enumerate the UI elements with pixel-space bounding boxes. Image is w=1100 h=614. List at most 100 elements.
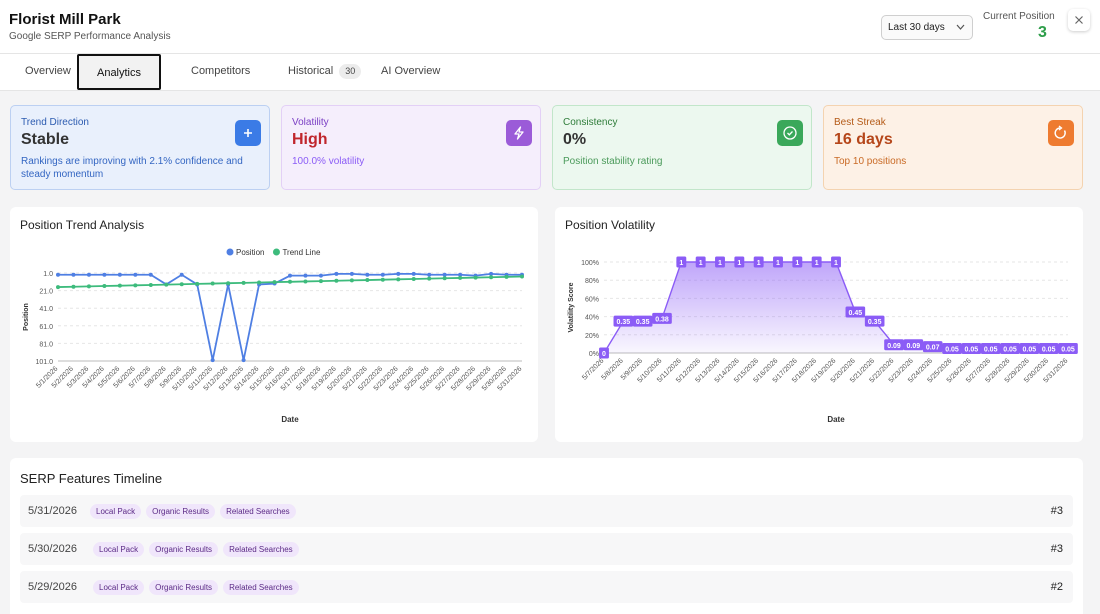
feature-chip: Local Pack [93, 542, 145, 557]
data-point [257, 280, 262, 285]
data-point [102, 272, 107, 277]
data-point [411, 276, 416, 281]
data-point [396, 277, 401, 282]
card-label: Volatility [292, 117, 329, 128]
data-point [272, 280, 277, 285]
data-point [613, 315, 634, 327]
data-point [241, 358, 246, 363]
data-point [942, 342, 962, 354]
tab[interactable]: Overview [25, 65, 71, 77]
card-value: Stable [21, 131, 70, 148]
data-label: 1 [815, 260, 819, 267]
current-position-value: 3 [1038, 24, 1047, 41]
card-value: High [292, 131, 328, 148]
data-point [86, 284, 91, 289]
data-point [318, 273, 323, 278]
data-label: 0.35 [617, 319, 631, 326]
chart-title: Position Volatility [565, 218, 655, 232]
card-note: Position stability rating [563, 156, 663, 167]
current-position-label: Current Position [983, 11, 1055, 22]
data-point [1000, 342, 1020, 354]
tab-bar: Overview Analytics Competitors Historica… [0, 54, 1100, 91]
data-point [303, 279, 308, 284]
data-point [489, 275, 494, 280]
card-label: Consistency [563, 117, 618, 128]
data-point [753, 256, 764, 268]
card-icon [506, 120, 532, 146]
data-label: 1 [757, 260, 761, 267]
y-tick-label: 80% [585, 278, 599, 285]
data-point [117, 283, 122, 288]
data-point [210, 358, 215, 363]
legend-marker [226, 248, 234, 256]
area [604, 262, 1068, 353]
legend-label: Position [236, 248, 264, 257]
header: Florist Mill Park Google SERP Performanc… [0, 0, 1100, 54]
serp-row: 5/29/2026 Local Pack Organic Results Relat… [20, 571, 1073, 603]
data-point [148, 272, 153, 277]
tab-active[interactable]: Analytics [77, 54, 161, 90]
data-point [458, 275, 463, 280]
data-point [148, 282, 153, 287]
data-point [458, 272, 463, 277]
date-range-select[interactable]: Last 30 days [881, 15, 973, 40]
feature-chip: Local Pack [93, 580, 145, 595]
legend-marker [272, 248, 280, 256]
data-point [1019, 342, 1040, 354]
data-point [1058, 342, 1078, 354]
y-tick-label: 40% [585, 315, 599, 322]
tab-label: Historical [288, 65, 334, 77]
tab[interactable]: Historical 30 [288, 54, 362, 90]
close-icon [1075, 16, 1083, 24]
data-point [845, 306, 866, 318]
data-point [349, 278, 354, 283]
data-point [365, 272, 370, 277]
data-point [427, 272, 432, 277]
data-point [773, 256, 783, 268]
data-label: 1 [737, 260, 741, 267]
data-label: 0.38 [655, 316, 669, 323]
data-point [365, 278, 370, 283]
chevron-icon [956, 24, 965, 30]
close-button[interactable] [1068, 9, 1090, 31]
data-label: 0 [602, 351, 606, 358]
data-point [380, 277, 385, 282]
row-position: #3 [1050, 543, 1063, 555]
data-point [288, 279, 292, 284]
data-label: 0.05 [1061, 346, 1075, 353]
data-point [922, 341, 943, 353]
data-label: 0.35 [868, 319, 882, 326]
card-icon [1048, 120, 1074, 146]
data-point [489, 271, 494, 276]
tab[interactable]: AI Overview [381, 65, 441, 77]
tab[interactable]: Competitors [191, 65, 251, 77]
data-point [380, 272, 385, 277]
data-point [504, 274, 509, 279]
y-tick-label: 41.0 [39, 306, 53, 313]
data-point [473, 275, 478, 280]
feature-chip: Related Searches [223, 580, 299, 595]
data-label: 1 [776, 260, 780, 267]
data-point [195, 281, 200, 286]
card-label: Trend Direction [21, 117, 89, 128]
metric-card: Trend Direction Stable Rankings are impr… [10, 105, 270, 190]
feature-chip: Local Pack [90, 504, 142, 519]
data-label: 0.09 [887, 343, 901, 350]
data-point [734, 256, 745, 268]
y-tick-label: 81.0 [39, 341, 53, 348]
data-label: 0.45 [849, 310, 863, 317]
page-title: Florist Mill Park [9, 11, 121, 28]
data-point [334, 278, 339, 283]
data-point [71, 284, 76, 289]
data-point [349, 271, 354, 276]
data-point [210, 281, 215, 286]
feature-chip: Related Searches [220, 504, 296, 519]
row-position: #3 [1050, 505, 1063, 517]
data-label: 0.05 [945, 346, 959, 353]
data-point [811, 256, 822, 268]
data-point [133, 283, 138, 288]
y-tick-label: 61.0 [39, 324, 53, 331]
data-point [179, 282, 184, 287]
card-value: 0% [563, 131, 587, 148]
section-title: SERP Features Timeline [20, 471, 163, 486]
